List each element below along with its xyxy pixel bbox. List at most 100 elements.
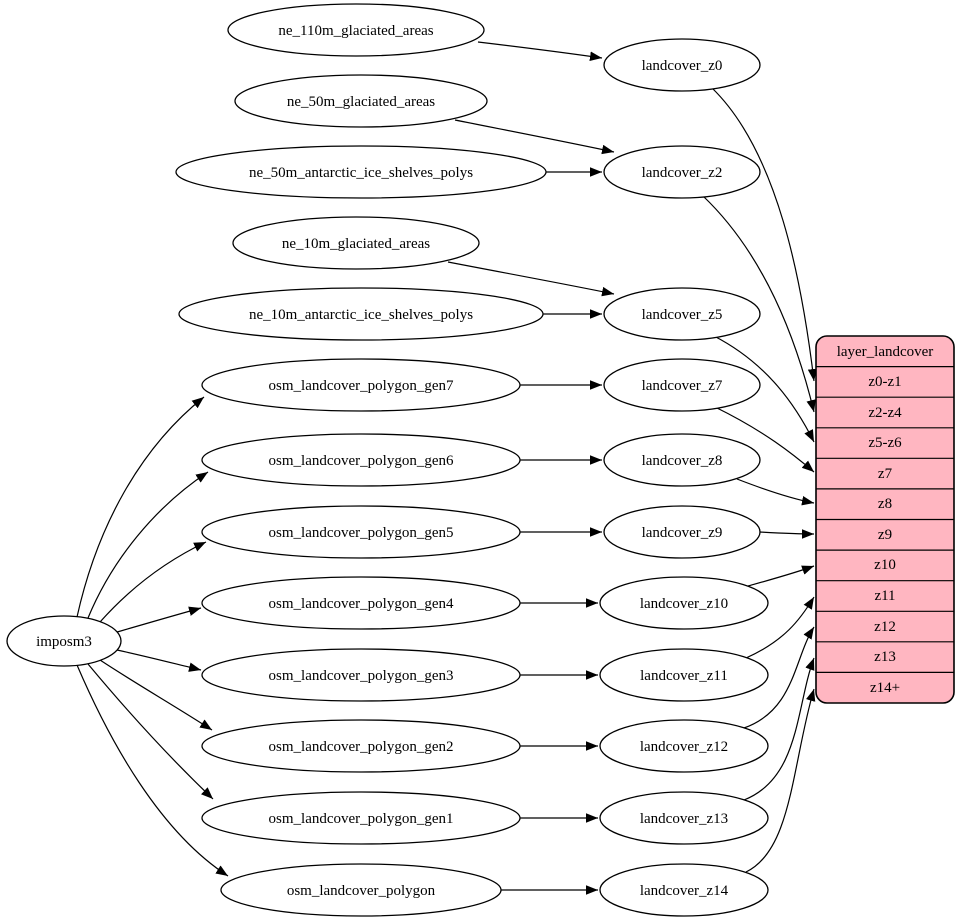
edge-imposm3-to-osm-landcover-polygon-gen5 bbox=[99, 541, 207, 623]
node-ne-50m-glaciated-areas: ne_50m_glaciated_areas bbox=[234, 74, 488, 128]
edge-ne-50m-glaciated-areas-to-landcover-z2 bbox=[454, 119, 615, 155]
node-landcover-z7-shape bbox=[603, 358, 761, 412]
node-landcover-z8: landcover_z8 bbox=[603, 433, 761, 487]
edge-landcover-z8-to-row-z8 bbox=[736, 478, 815, 506]
node-imposm3-shape bbox=[6, 615, 122, 667]
node-landcover-z11: landcover_z11 bbox=[599, 648, 769, 702]
node-osm-landcover-polygon-gen7-label: osm_landcover_polygon_gen7 bbox=[269, 378, 454, 394]
node-landcover-z0: landcover_z0 bbox=[603, 38, 761, 92]
node-landcover-z14: landcover_z14 bbox=[599, 863, 769, 917]
node-landcover-z9-shape bbox=[603, 505, 761, 559]
table-row-z13: z13 bbox=[874, 649, 896, 665]
node-ne-110m-glaciated-areas-label: ne_110m_glaciated_areas bbox=[278, 23, 433, 39]
edge-landcover-z5-to-row-z5-z6 bbox=[713, 335, 815, 443]
node-osm-landcover-polygon-gen5-shape bbox=[201, 505, 521, 559]
node-landcover-z8-label: landcover_z8 bbox=[642, 453, 723, 469]
node-ne-50m-antarctic-ice-shelves-polys: ne_50m_antarctic_ice_shelves_polys bbox=[175, 145, 547, 199]
node-landcover-z10-label: landcover_z10 bbox=[640, 596, 728, 612]
node-osm-landcover-polygon-gen2: osm_landcover_polygon_gen2 bbox=[201, 719, 521, 773]
node-ne-50m-glaciated-areas-shape bbox=[234, 74, 488, 128]
table-row-z5-z6: z5-z6 bbox=[868, 435, 902, 451]
node-ne-50m-glaciated-areas-label: ne_50m_glaciated_areas bbox=[287, 94, 435, 110]
node-landcover-z9-label: landcover_z9 bbox=[642, 525, 723, 541]
node-landcover-z7: landcover_z7 bbox=[603, 358, 761, 412]
node-landcover-z11-label: landcover_z11 bbox=[640, 668, 728, 684]
edge-landcover-z12-to-row-z12 bbox=[743, 626, 815, 729]
node-landcover-z5-shape bbox=[603, 287, 761, 341]
edge-imposm3-to-osm-landcover-polygon-gen2 bbox=[99, 659, 213, 731]
node-landcover-z14-shape bbox=[599, 863, 769, 917]
table-row-z2-z4: z2-z4 bbox=[868, 405, 902, 421]
node-landcover-z14-label: landcover_z14 bbox=[640, 883, 729, 899]
edges-layer bbox=[76, 41, 818, 895]
node-osm-landcover-polygon-gen6: osm_landcover_polygon_gen6 bbox=[201, 433, 521, 487]
node-osm-landcover-polygon-gen4: osm_landcover_polygon_gen4 bbox=[201, 576, 521, 630]
edge-landcover-z10-to-row-z10 bbox=[747, 565, 815, 587]
node-landcover-z0-label: landcover_z0 bbox=[642, 58, 723, 74]
node-landcover-z12: landcover_z12 bbox=[599, 719, 769, 773]
edge-imposm3-to-osm-landcover-polygon-gen3 bbox=[116, 649, 202, 672]
edge-ne-110m-glaciated-areas-to-landcover-z0 bbox=[477, 41, 603, 62]
table-row-z0-z1: z0-z1 bbox=[868, 374, 901, 390]
node-landcover-z2-label: landcover_z2 bbox=[642, 165, 723, 181]
node-ne-110m-glaciated-areas-shape bbox=[227, 3, 485, 57]
nodes-layer: imposm3 ne_110m_glaciated_areas ne_50m_g… bbox=[6, 3, 769, 917]
node-landcover-z5: landcover_z5 bbox=[603, 287, 761, 341]
node-landcover-z9: landcover_z9 bbox=[603, 505, 761, 559]
node-landcover-z8-shape bbox=[603, 433, 761, 487]
node-landcover-z11-shape bbox=[599, 648, 769, 702]
node-ne-10m-glaciated-areas-shape bbox=[232, 216, 480, 270]
edge-imposm3-to-osm-landcover-polygon-gen4 bbox=[116, 606, 202, 633]
node-osm-landcover-polygon-gen4-shape bbox=[201, 576, 521, 630]
node-osm-landcover-polygon-gen2-label: osm_landcover_polygon_gen2 bbox=[269, 739, 454, 755]
node-osm-landcover-polygon-gen3: osm_landcover_polygon_gen3 bbox=[201, 648, 521, 702]
node-osm-landcover-polygon-gen1-label: osm_landcover_polygon_gen1 bbox=[269, 811, 454, 827]
edge-landcover-z2-to-row-z2-z4 bbox=[702, 195, 816, 413]
node-osm-landcover-polygon-gen5: osm_landcover_polygon_gen5 bbox=[201, 505, 521, 559]
edge-imposm3-to-osm-landcover-polygon-gen6 bbox=[87, 471, 209, 619]
node-landcover-z0-shape bbox=[603, 38, 761, 92]
node-ne-10m-glaciated-areas: ne_10m_glaciated_areas bbox=[232, 216, 480, 270]
node-landcover-z2-shape bbox=[603, 145, 761, 199]
node-landcover-z13-shape bbox=[599, 791, 769, 845]
node-ne-10m-antarctic-ice-shelves-polys-label: ne_10m_antarctic_ice_shelves_polys bbox=[249, 307, 473, 323]
node-osm-landcover-polygon-gen2-shape bbox=[201, 719, 521, 773]
node-osm-landcover-polygon-label: osm_landcover_polygon bbox=[287, 883, 436, 899]
table-row-z11: z11 bbox=[874, 588, 895, 604]
table-title: layer_landcover bbox=[837, 344, 934, 360]
node-landcover-z10-shape bbox=[599, 576, 769, 630]
node-ne-10m-antarctic-ice-shelves-polys: ne_10m_antarctic_ice_shelves_polys bbox=[178, 287, 544, 341]
node-osm-landcover-polygon-gen1-shape bbox=[201, 791, 521, 845]
node-landcover-z13: landcover_z13 bbox=[599, 791, 769, 845]
edge-landcover-z14-to-row-z14plus bbox=[745, 688, 816, 873]
node-landcover-z2: landcover_z2 bbox=[603, 145, 761, 199]
table-layer-landcover: layer_landcover z0-z1 z2-z4 z5-z6 z7 z8 … bbox=[815, 335, 955, 704]
node-ne-50m-antarctic-ice-shelves-polys-shape bbox=[175, 145, 547, 199]
node-osm-landcover-polygon-gen6-label: osm_landcover_polygon_gen6 bbox=[269, 453, 454, 469]
node-landcover-z7-label: landcover_z7 bbox=[642, 378, 723, 394]
edge-landcover-z9-to-row-z9 bbox=[759, 529, 815, 539]
node-imposm3-label: imposm3 bbox=[36, 634, 92, 650]
table-row-z7: z7 bbox=[878, 466, 893, 482]
table-row-z10: z10 bbox=[874, 557, 896, 573]
node-osm-landcover-polygon-gen3-label: osm_landcover_polygon_gen3 bbox=[269, 668, 454, 684]
node-landcover-z12-shape bbox=[599, 719, 769, 773]
node-landcover-z10: landcover_z10 bbox=[599, 576, 769, 630]
edge-landcover-z11-to-row-z11 bbox=[745, 596, 815, 659]
edge-landcover-z7-to-row-z7 bbox=[714, 406, 815, 473]
node-ne-10m-antarctic-ice-shelves-polys-shape bbox=[178, 287, 544, 341]
edge-landcover-z0-to-row-z0-z1 bbox=[711, 87, 818, 382]
table-row-z9: z9 bbox=[878, 527, 892, 543]
node-osm-landcover-polygon-gen3-shape bbox=[201, 648, 521, 702]
node-osm-landcover-polygon-shape bbox=[220, 863, 502, 917]
table-row-z12: z12 bbox=[874, 619, 896, 635]
node-ne-110m-glaciated-areas: ne_110m_glaciated_areas bbox=[227, 3, 485, 57]
node-ne-10m-glaciated-areas-label: ne_10m_glaciated_areas bbox=[282, 236, 430, 252]
edge-imposm3-to-osm-landcover-polygon-gen1 bbox=[87, 663, 214, 800]
node-osm-landcover-polygon-gen6-shape bbox=[201, 433, 521, 487]
table-row-z14plus: z14+ bbox=[870, 680, 900, 696]
node-osm-landcover-polygon-gen1: osm_landcover_polygon_gen1 bbox=[201, 791, 521, 845]
node-osm-landcover-polygon-gen5-label: osm_landcover_polygon_gen5 bbox=[269, 525, 454, 541]
edge-imposm3-to-osm-landcover-polygon bbox=[76, 664, 229, 877]
node-ne-50m-antarctic-ice-shelves-polys-label: ne_50m_antarctic_ice_shelves_polys bbox=[249, 165, 473, 181]
